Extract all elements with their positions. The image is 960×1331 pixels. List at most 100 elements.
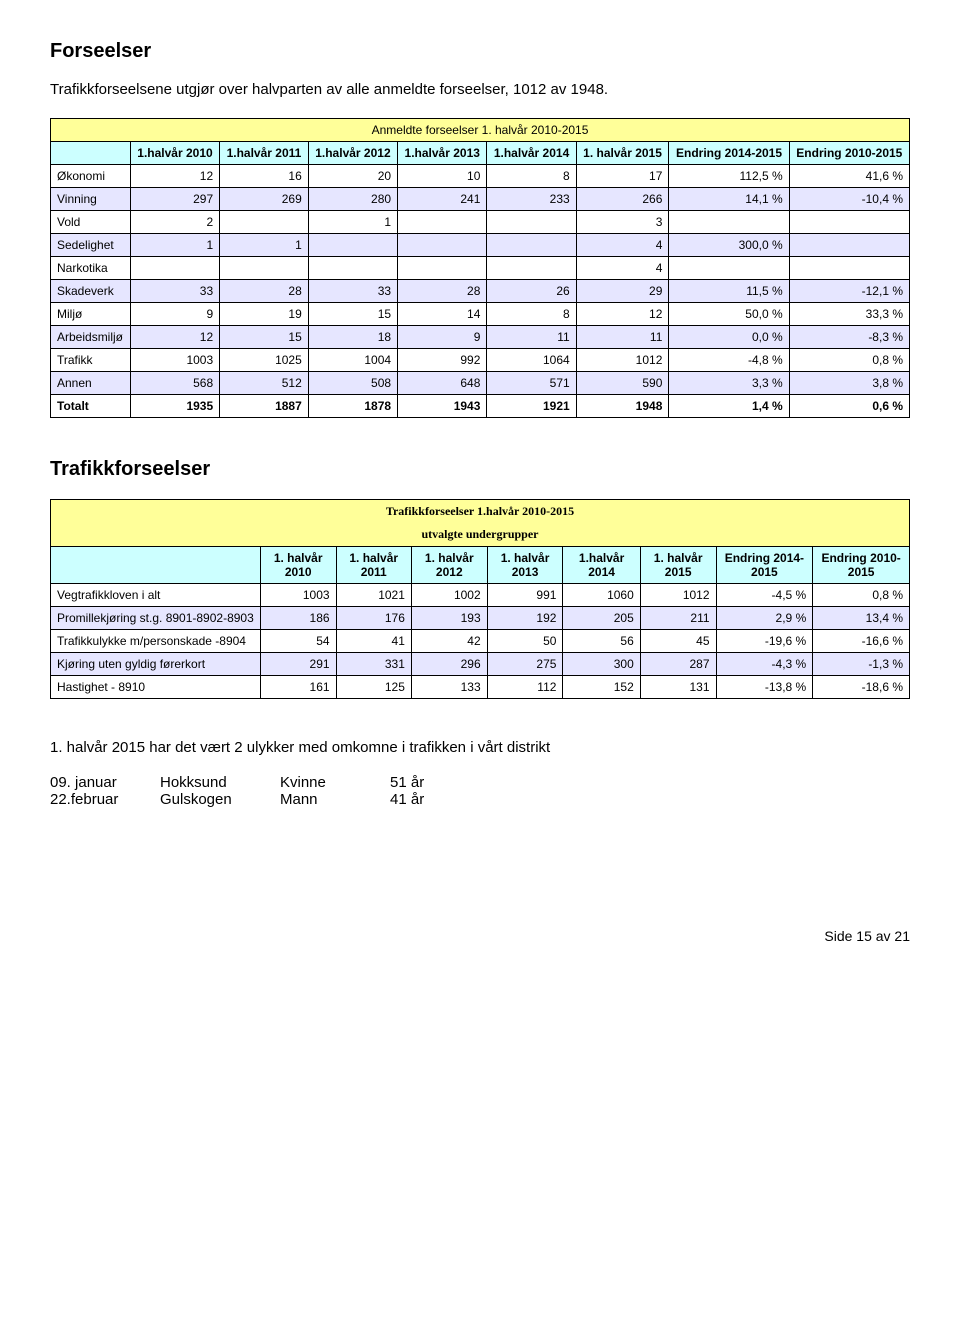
cell-value: 266 [576,188,669,211]
row-label: Miljø [51,303,131,326]
table-row: Miljø919151481250,0 %33,3 % [51,303,910,326]
cell-value: 0,0 % [669,326,789,349]
cell-value: 12 [130,326,219,349]
cell-value: 1 [130,234,219,257]
cell-value: 15 [220,326,309,349]
table2-title: Trafikkforseelser 1.halvår 2010-2015 [51,500,910,524]
cell-value: 18 [308,326,397,349]
cell-value: 33,3 % [789,303,909,326]
cell-value: -13,8 % [716,676,813,699]
cell-value: 54 [260,630,336,653]
cell-value: 1004 [308,349,397,372]
cell-value: 112,5 % [669,165,789,188]
cell-value: 1012 [640,584,716,607]
cell-value: 2,9 % [716,607,813,630]
cell-value: 56 [563,630,640,653]
row-label: Arbeidsmiljø [51,326,131,349]
cell-value: 3 [576,211,669,234]
cell-value [789,257,909,280]
cell-value: 112 [487,676,563,699]
table-row: Vinning29726928024123326614,1 %-10,4 % [51,188,910,211]
table2-subtitle: utvalgte undergrupper [51,523,910,547]
cell-value: 233 [487,188,576,211]
incident-age: 51 år [390,774,470,791]
cell-value: 1 [308,211,397,234]
row-label: Promillekjøring st.g. 8901-8902-8903 [51,607,261,630]
cell-value: -10,4 % [789,188,909,211]
table-row: Trafikkulykke m/personskade -89045441425… [51,630,910,653]
cell-value: 29 [576,280,669,303]
cell-value [398,211,487,234]
table-row: Kjøring uten gyldig førerkort29133129627… [51,653,910,676]
row-label: Totalt [51,395,131,418]
cell-value: 1025 [220,349,309,372]
cell-value: 0,8 % [789,349,909,372]
incident-row: 22.februarGulskogenMann41 år [50,791,910,808]
cell-value [789,234,909,257]
col-2015: 1. halvår 2015 [576,142,669,165]
row-label: Trafikkulykke m/personskade -8904 [51,630,261,653]
cell-value: 1935 [130,395,219,418]
cell-value: -18,6 % [813,676,910,699]
cell-value: 17 [576,165,669,188]
cell-value: 1021 [336,584,411,607]
table-row: Skadeverk33283328262911,5 %-12,1 % [51,280,910,303]
col-2012: 1. halvår 2012 [411,547,487,584]
row-label: Vegtrafikkloven i alt [51,584,261,607]
cell-value: 512 [220,372,309,395]
row-label: Kjøring uten gyldig førerkort [51,653,261,676]
cell-value: 192 [487,607,563,630]
table-row: Sedelighet114300,0 % [51,234,910,257]
cell-value: 0,8 % [813,584,910,607]
col-endring2: Endring 2010-2015 [813,547,910,584]
cell-value: 0,6 % [789,395,909,418]
incident-row: 09. januarHokksundKvinne51 år [50,774,910,791]
cell-value: 186 [260,607,336,630]
table2-header-row: 1. halvår 2010 1. halvår 2011 1. halvår … [51,547,910,584]
cell-value: 41 [336,630,411,653]
cell-value: 125 [336,676,411,699]
cell-value: 590 [576,372,669,395]
cell-value [487,257,576,280]
col-2015: 1. halvår 2015 [640,547,716,584]
section-heading-trafikkforseelser: Trafikkforseelser [50,458,910,481]
cell-value: 12 [130,165,219,188]
col-2011: 1.halvår 2011 [220,142,309,165]
cell-value [487,211,576,234]
cell-value: 568 [130,372,219,395]
cell-value: 12 [576,303,669,326]
cell-value: 571 [487,372,576,395]
cell-value: 300 [563,653,640,676]
cell-value: 1921 [487,395,576,418]
cell-value: 992 [398,349,487,372]
incident-date: 09. januar [50,774,160,791]
row-label: Vinning [51,188,131,211]
cell-value: 300,0 % [669,234,789,257]
table-row: Hastighet - 8910161125133112152131-13,8 … [51,676,910,699]
table-row: Vegtrafikkloven i alt1003102110029911060… [51,584,910,607]
col-2013: 1. halvår 2013 [487,547,563,584]
col-2010: 1. halvår 2010 [260,547,336,584]
cell-value: 33 [130,280,219,303]
row-label: Økonomi [51,165,131,188]
table1-header-row: 1.halvår 2010 1.halvår 2011 1.halvår 201… [51,142,910,165]
col-endring1: Endring 2014-2015 [669,142,789,165]
cell-value: 508 [308,372,397,395]
cell-value: 16 [220,165,309,188]
row-label: Annen [51,372,131,395]
cell-value: 2 [130,211,219,234]
cell-value: -16,6 % [813,630,910,653]
cell-value: 1948 [576,395,669,418]
cell-value: 648 [398,372,487,395]
incident-place: Hokksund [160,774,280,791]
cell-value: 11 [576,326,669,349]
col-2011: 1. halvår 2011 [336,547,411,584]
cell-value: 991 [487,584,563,607]
cell-value: 45 [640,630,716,653]
cell-value: 275 [487,653,563,676]
cell-value [669,211,789,234]
incident-place: Gulskogen [160,791,280,808]
row-label: Trafikk [51,349,131,372]
table-row: Narkotika4 [51,257,910,280]
cell-value: 131 [640,676,716,699]
